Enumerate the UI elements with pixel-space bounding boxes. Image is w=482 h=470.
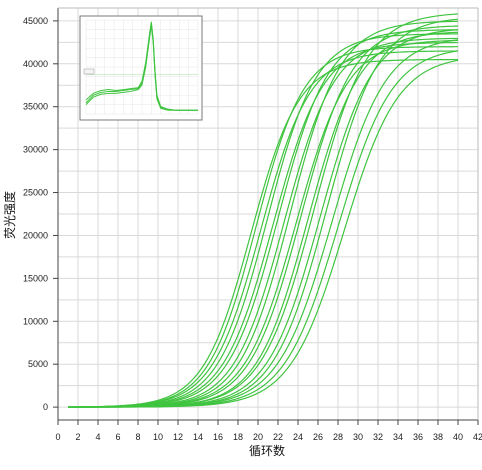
x-tick-label: 4	[95, 432, 100, 442]
inset-legend-box	[83, 68, 95, 75]
y-tick-labels: 0 5000 10000 15000 20000 25000 30000 35000 40000…	[23, 16, 48, 412]
x-tick-label: 34	[393, 432, 403, 442]
x-tick-label: 36	[413, 432, 423, 442]
y-tick-label: 45000	[23, 16, 48, 26]
inset-melt-curve	[85, 25, 198, 111]
inset-frame	[79, 15, 203, 121]
x-tick-label: 6	[115, 432, 120, 442]
inset-curves	[85, 21, 198, 111]
x-tick-label: 42	[473, 432, 482, 442]
x-tick-label: 38	[433, 432, 443, 442]
x-tick-label: 12	[173, 432, 183, 442]
y-tick-label: 25000	[23, 188, 48, 198]
y-tick-label: 30000	[23, 145, 48, 155]
axes	[53, 7, 479, 425]
y-tick-label: 0	[43, 402, 48, 412]
y-tick-label: 15000	[23, 273, 48, 283]
y-tick-label: 40000	[23, 59, 48, 69]
x-tick-label: 30	[353, 432, 363, 442]
x-tick-label: 28	[333, 432, 343, 442]
x-tick-label: 32	[373, 432, 383, 442]
x-tick-label: 14	[193, 432, 203, 442]
x-tick-label: 26	[313, 432, 323, 442]
x-tick-labels: 0 2 4 6 8 10 12 14 16 18 20 22 24 26 28 30 32 34 36 38 40 42	[55, 432, 482, 442]
y-tick-label: 35000	[23, 102, 48, 112]
x-tick-label: 40	[453, 432, 463, 442]
y-axis-title: 荧光强度	[2, 191, 17, 239]
y-tick-label: 20000	[23, 230, 48, 240]
x-tick-label: 2	[75, 432, 80, 442]
x-tick-label: 16	[213, 432, 223, 442]
x-tick-label: 20	[253, 432, 263, 442]
amplification-curves	[67, 13, 459, 408]
x-tick-label: 0	[55, 432, 60, 442]
inset-grid	[85, 19, 199, 115]
x-axis-title: 循环数	[249, 443, 285, 458]
x-tick-label: 22	[273, 432, 283, 442]
melt-curve-inset	[79, 15, 203, 121]
x-tick-label: 8	[135, 432, 140, 442]
y-tick-label: 5000	[28, 359, 48, 369]
amplification-curve	[68, 59, 459, 408]
x-tick-label: 18	[233, 432, 243, 442]
x-tick-label: 10	[153, 432, 163, 442]
y-tick-label: 10000	[23, 316, 48, 326]
x-tick-label: 24	[293, 432, 303, 442]
